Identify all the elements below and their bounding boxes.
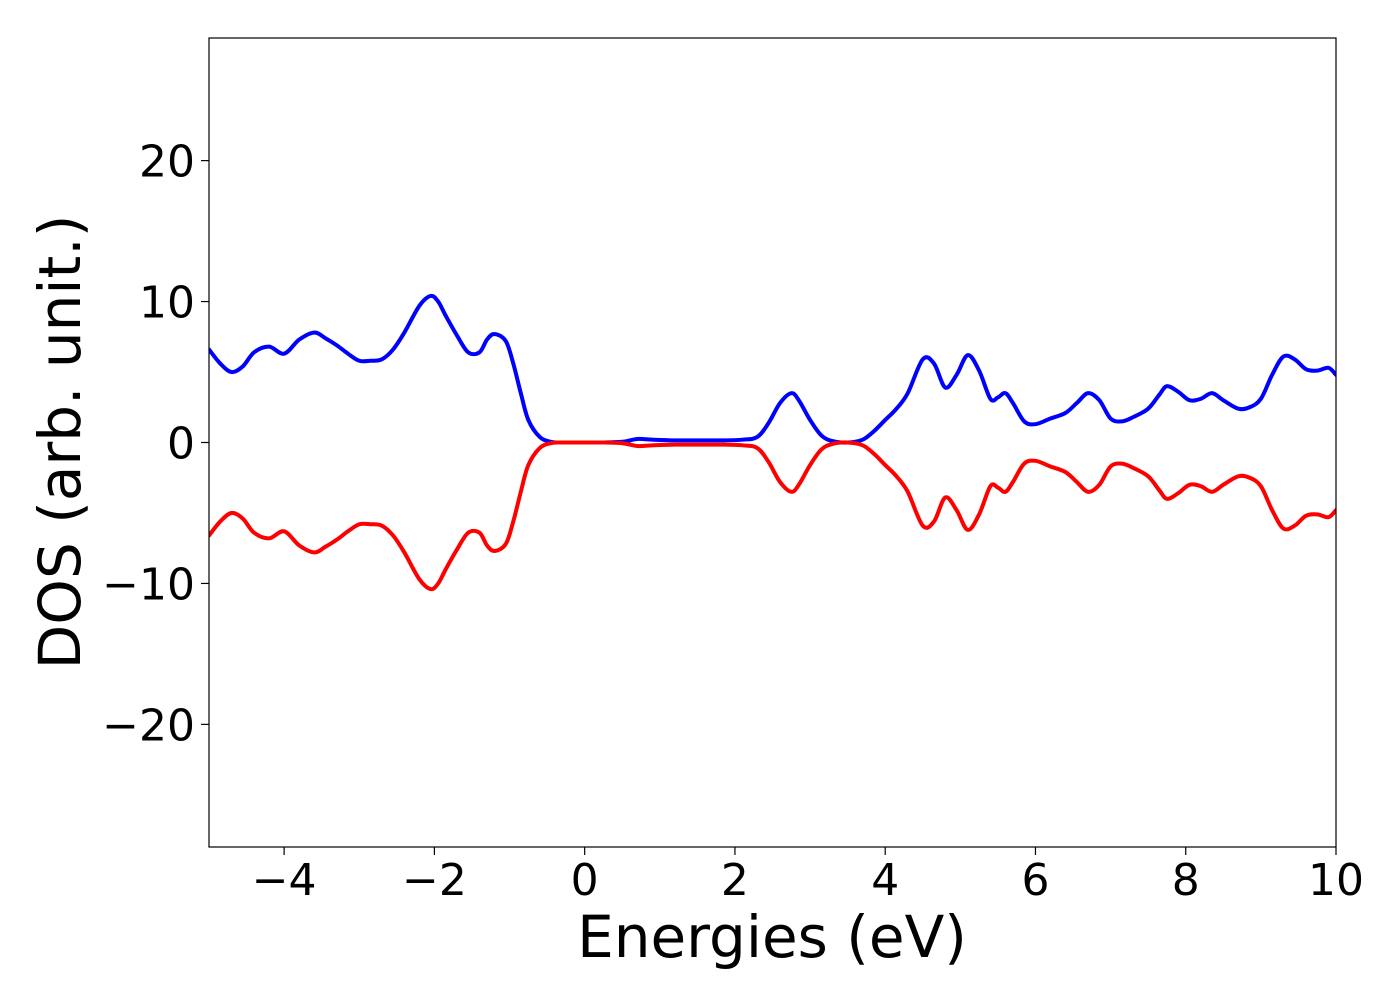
x-axis-label: Energies (eV) bbox=[577, 903, 967, 971]
x-tick-label: 8 bbox=[1172, 855, 1200, 906]
y-axis-ticks: −20 −10 0 10 20 bbox=[102, 137, 209, 751]
y-tick-label: −20 bbox=[102, 700, 195, 751]
series-line-1 bbox=[209, 293, 1336, 445]
y-tick-label: 20 bbox=[139, 137, 195, 188]
x-tick-label: 6 bbox=[1021, 855, 1049, 906]
x-tick-label: 0 bbox=[571, 855, 599, 906]
x-tick-label: −2 bbox=[402, 855, 467, 906]
x-tick-label: 4 bbox=[871, 855, 899, 906]
series-layer bbox=[209, 293, 1336, 592]
y-axis-label: DOS (arb. unit.) bbox=[26, 215, 94, 670]
x-axis-ticks: −4 −2 0 2 4 6 8 10 bbox=[252, 847, 1364, 906]
y-tick-label: 0 bbox=[167, 419, 195, 470]
x-tick-label: −4 bbox=[252, 855, 317, 906]
x-tick-label: 10 bbox=[1308, 855, 1364, 906]
y-tick-label: −10 bbox=[102, 559, 195, 610]
x-tick-label: 2 bbox=[721, 855, 749, 906]
y-tick-label: 10 bbox=[139, 278, 195, 329]
series-line-2 bbox=[209, 440, 1336, 592]
